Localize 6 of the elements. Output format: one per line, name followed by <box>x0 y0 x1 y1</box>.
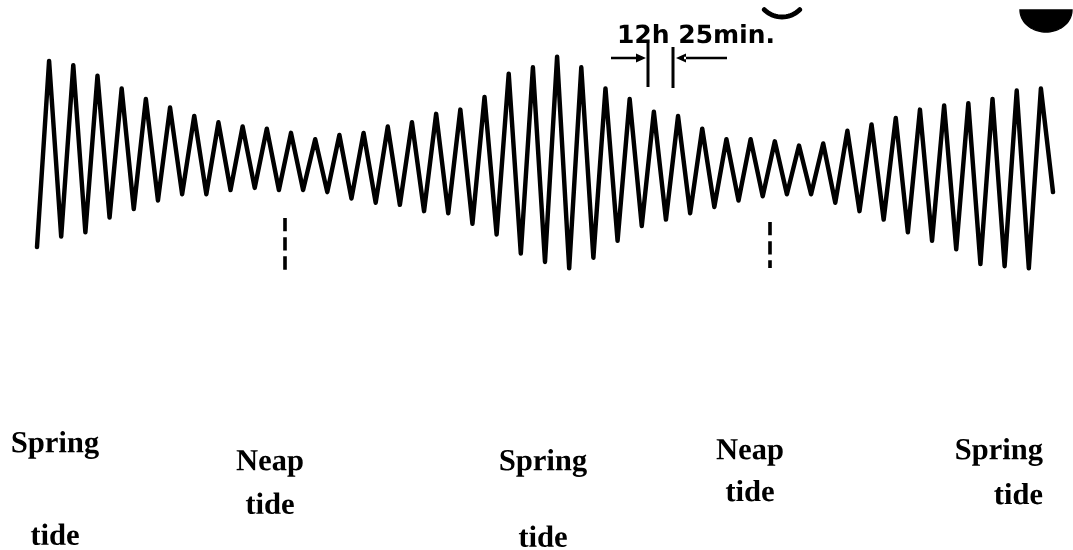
text: 12h 25min. <box>619 24 773 44</box>
text: Spring tide <box>956 438 1043 505</box>
text: Neap tide <box>716 439 783 502</box>
text: Neap tide <box>236 450 303 515</box>
text: Spring tide <box>12 431 99 546</box>
text: Spring tide <box>500 449 587 548</box>
